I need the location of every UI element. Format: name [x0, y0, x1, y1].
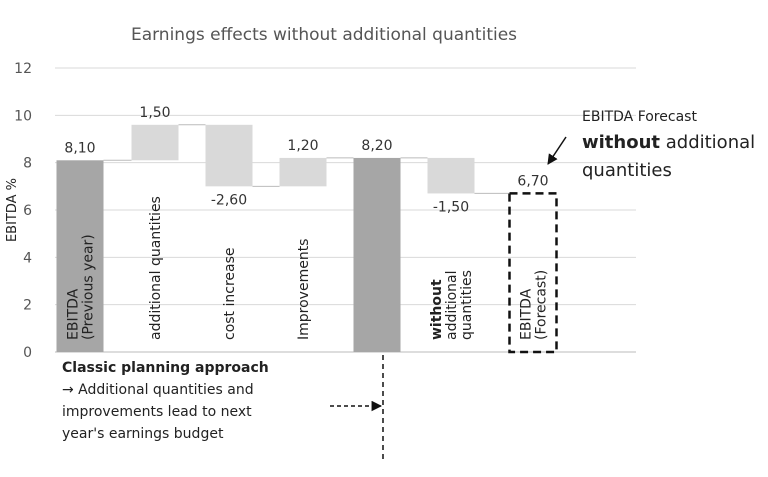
- bar: [508, 192, 558, 354]
- bar: [205, 124, 253, 187]
- category-label: additional quantities: [148, 196, 164, 340]
- value-label: 6,70: [517, 173, 548, 189]
- chart-title: Earnings effects without additional quan…: [131, 25, 517, 45]
- value-label: -1,50: [433, 199, 469, 215]
- category-label: (Forecast): [534, 270, 550, 340]
- value-label: 8,20: [361, 138, 392, 154]
- category-label: EBITDA: [66, 288, 82, 340]
- note-line: improvements lead to next: [62, 404, 252, 420]
- bar: [131, 124, 179, 161]
- category-label: without: [429, 279, 445, 340]
- bar: [279, 157, 327, 187]
- category-label: EBITDA: [519, 288, 535, 340]
- callout-arrow: [547, 136, 567, 165]
- note-line: → Additional quantities and: [62, 382, 254, 398]
- value-label: 8,10: [64, 140, 95, 156]
- bar: [353, 157, 401, 352]
- callout-line: quantities: [582, 160, 672, 181]
- note-line: year's earnings budget: [62, 426, 224, 442]
- value-label: -2,60: [211, 192, 247, 208]
- note-heading: Classic planning approach: [62, 360, 269, 376]
- category-label: quantities: [459, 270, 475, 340]
- bar: [427, 157, 475, 194]
- category-label: (Previous year): [81, 234, 97, 340]
- callout-line: without additional: [582, 132, 755, 153]
- y-tick-label: 12: [14, 61, 32, 77]
- callout-bold: without: [582, 132, 660, 153]
- value-label: 1,20: [287, 138, 318, 154]
- y-tick-label: 8: [23, 156, 32, 172]
- y-tick-label: 0: [23, 345, 32, 361]
- value-label: 1,50: [139, 105, 170, 121]
- callout-line: EBITDA Forecast: [582, 109, 697, 125]
- y-tick-label: 4: [23, 250, 32, 266]
- category-label: additional: [444, 270, 460, 340]
- callout-rest: additional: [660, 132, 755, 153]
- y-axis-label: EBITDA %: [5, 178, 20, 242]
- y-tick-label: 6: [23, 203, 32, 219]
- y-tick-label: 2: [23, 298, 32, 314]
- category-label: Improvements: [296, 239, 312, 340]
- y-tick-label: 10: [14, 108, 32, 124]
- category-label: cost increase: [222, 247, 238, 340]
- bar: [56, 160, 104, 352]
